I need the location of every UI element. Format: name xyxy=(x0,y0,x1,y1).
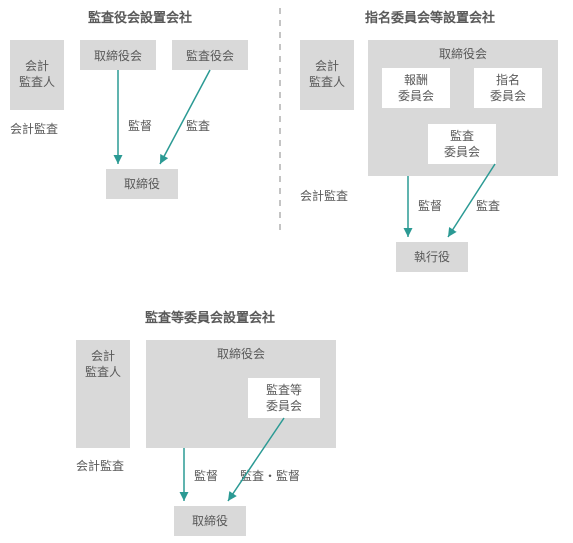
right-audit-text: 監査 xyxy=(476,198,500,213)
bottom-title: 監査等委員会設置会社 xyxy=(145,310,275,325)
right-auditor-acc-label1: 会計 xyxy=(315,58,339,73)
left-director-label: 取締役 xyxy=(124,176,160,191)
left-title: 監査役会設置会社 xyxy=(88,10,192,25)
bottom-audit-etc-label1: 監査等 xyxy=(266,382,302,397)
right-exec-label: 執行役 xyxy=(414,249,450,264)
right-comp-comm-label2: 委員会 xyxy=(398,89,434,103)
right-acc-audit-text: 会計監査 xyxy=(300,188,348,203)
bottom-auditor-acc-label1: 会計 xyxy=(91,348,115,363)
right-comp-comm-label1: 報酬 xyxy=(404,73,428,87)
left-board-label: 取締役会 xyxy=(94,48,142,63)
right-nom-comm-label2: 委員会 xyxy=(490,89,526,103)
left-auditor-acc-label2: 監査人 xyxy=(19,74,55,89)
right-supervise-text: 監督 xyxy=(418,198,442,213)
left-acc-audit-text: 会計監査 xyxy=(10,121,58,136)
bottom-acc-audit-text: 会計監査 xyxy=(76,458,124,473)
right-audit-comm-label1: 監査 xyxy=(450,128,474,143)
right-nom-comm-label1: 指名 xyxy=(496,72,520,87)
right-audit-comm-label2: 委員会 xyxy=(444,145,480,159)
left-audit-board-label: 監査役会 xyxy=(186,48,234,63)
diagram-canvas: 監査役会設置会社 会計 監査人 取締役会 監査役会 会計監査 監督 監査 取締役… xyxy=(0,0,573,543)
right-board-label: 取締役会 xyxy=(439,46,487,61)
right-auditor-acc-label2: 監査人 xyxy=(309,74,345,89)
left-arrow-audit xyxy=(160,70,210,164)
bottom-auditor-acc-label2: 監査人 xyxy=(85,364,121,379)
bottom-audit-etc-label2: 委員会 xyxy=(266,399,302,413)
bottom-board-label: 取締役会 xyxy=(217,346,265,361)
left-auditor-acc-label1: 会計 xyxy=(25,58,49,73)
left-supervise-text: 監督 xyxy=(128,118,152,133)
bottom-director-label: 取締役 xyxy=(192,513,228,528)
bottom-supervise-text: 監督 xyxy=(194,468,218,483)
left-audit-text: 監査 xyxy=(186,118,210,133)
right-title: 指名委員会等設置会社 xyxy=(365,10,495,25)
